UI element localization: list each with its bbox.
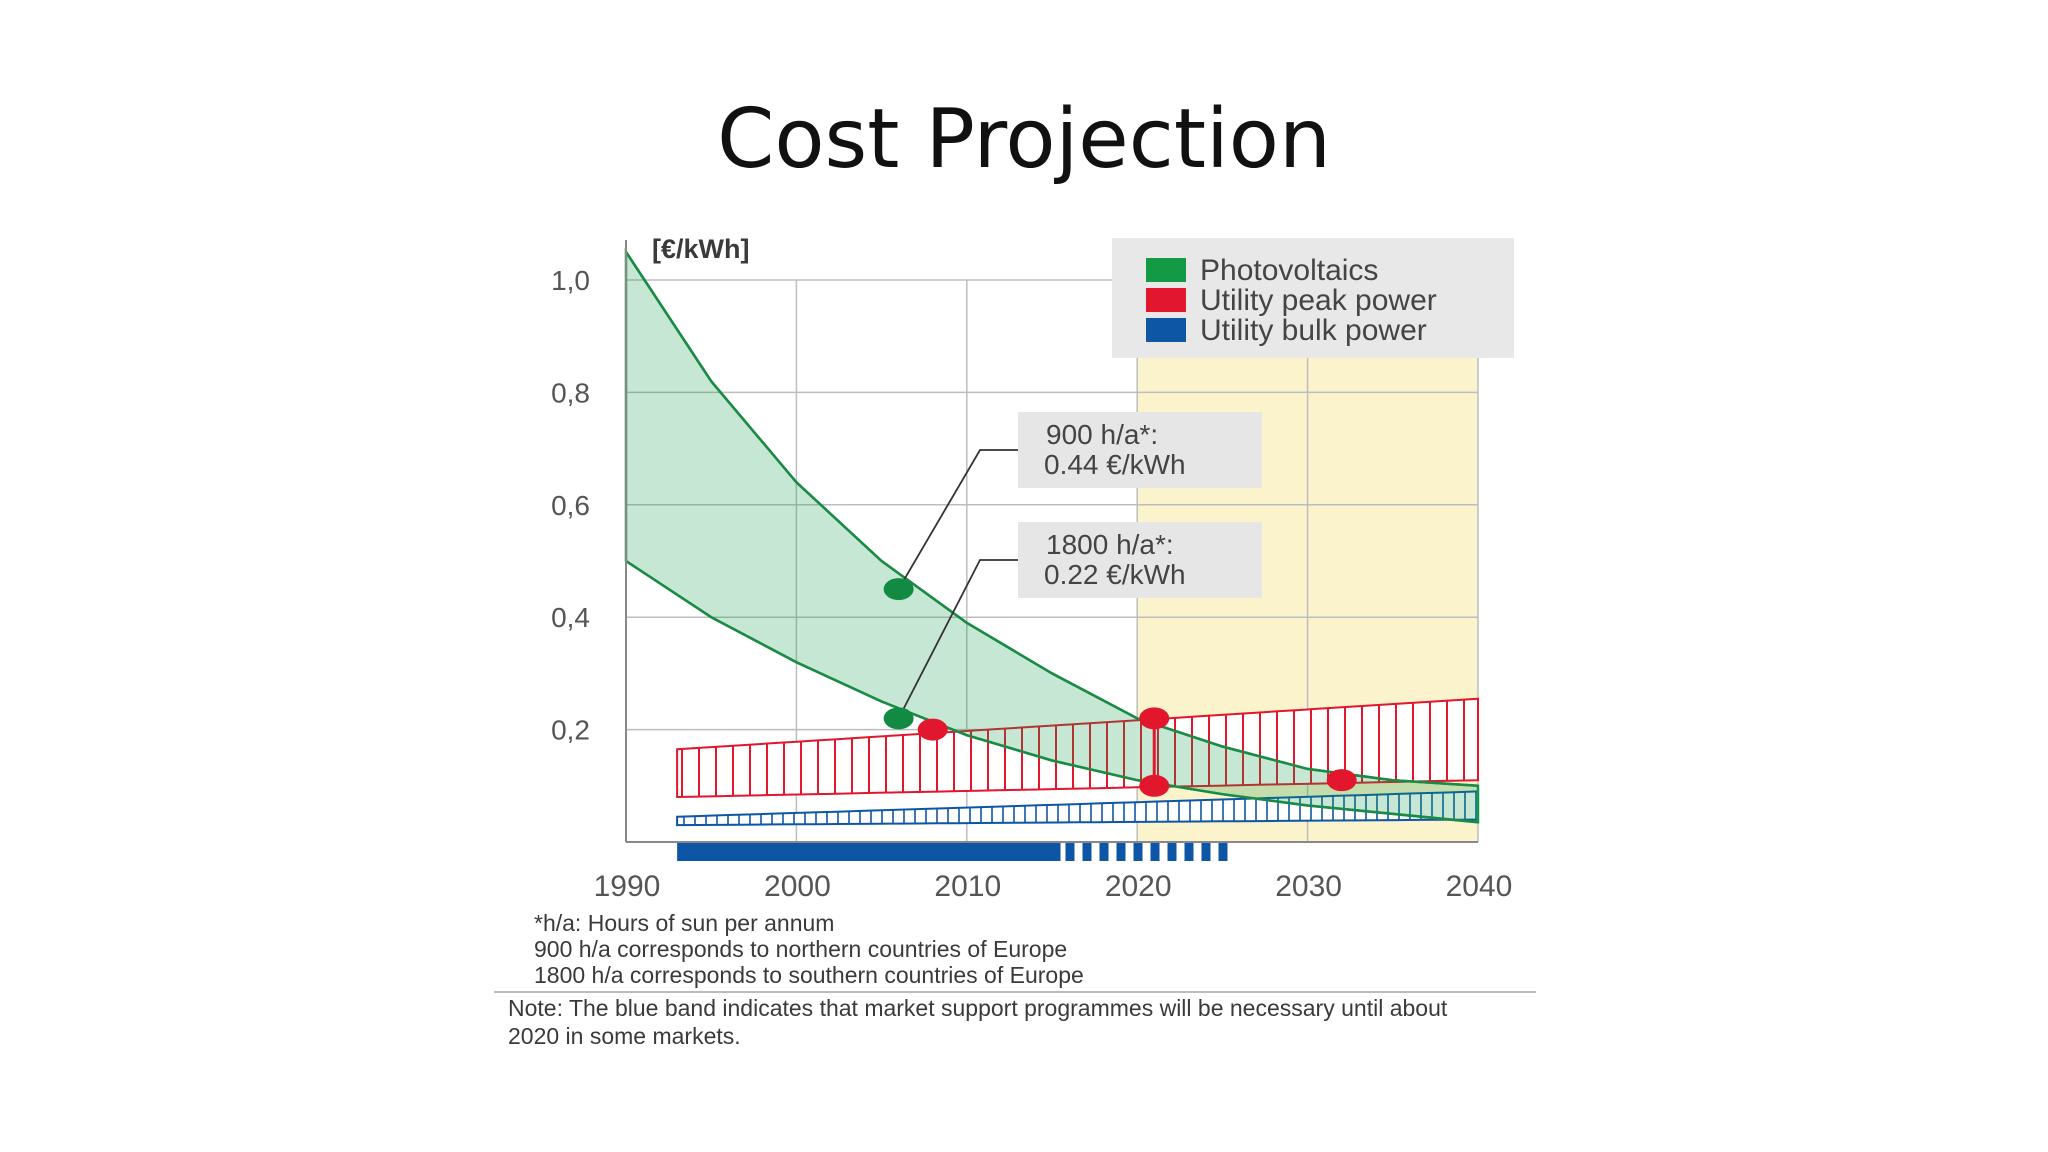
support-band-dash	[1065, 843, 1075, 861]
legend-label: Utility bulk power	[1200, 314, 1427, 347]
support-band-dash	[1150, 843, 1160, 861]
photovoltaics-point	[883, 578, 914, 601]
footnote-line: 900 h/a corresponds to northern countrie…	[534, 936, 1068, 962]
photovoltaics-point	[883, 707, 914, 730]
x-tick-label: 2010	[934, 870, 1001, 903]
callout-leader-line	[897, 449, 1018, 590]
y-tick-label: 1,0	[551, 265, 590, 296]
callout-value: 0.22 €/kWh	[1044, 559, 1186, 590]
y-tick-label: 0,6	[551, 490, 590, 521]
chart-axes: 0,2 0,4 0,6 0,8 1,0 1990 2000 2010 2020 2030 2040 […	[551, 234, 1512, 903]
legend-swatch	[1146, 288, 1186, 312]
y-tick-label: 0,8	[551, 377, 590, 408]
chart-points	[883, 578, 1357, 797]
support-band-dash	[1116, 843, 1126, 861]
x-tick-label: 1990	[594, 870, 661, 903]
y-tick-label: 0,2	[551, 715, 590, 746]
note-text: Note: The blue band indicates that marke…	[508, 995, 1448, 1049]
utility-peak-point	[1326, 769, 1357, 792]
callout-label: 1800 h/a*:	[1046, 529, 1174, 560]
x-tick-label: 2000	[764, 870, 831, 903]
support-band-dash	[1167, 843, 1177, 861]
note-divider	[494, 991, 1536, 993]
support-band	[677, 843, 1228, 861]
legend-swatch	[1146, 258, 1186, 282]
x-tick-label: 2040	[1446, 870, 1513, 903]
support-band-dash	[1099, 843, 1109, 861]
support-band-dash	[1133, 843, 1143, 861]
chart-annotations: 900 h/a*:0.44 €/kWh 1800 h/a*:0.22 €/kWh	[897, 412, 1262, 719]
legend-swatch	[1146, 318, 1186, 342]
callout-leader-line	[897, 559, 1018, 719]
support-band-dash	[1218, 843, 1228, 861]
slide-title: Cost Projection	[717, 92, 1331, 187]
support-band-solid	[677, 843, 1061, 861]
x-tick-label: 2030	[1275, 870, 1342, 903]
callout-value: 0.44 €/kWh	[1044, 449, 1186, 480]
support-band-dash	[1201, 843, 1211, 861]
photovoltaics-lower-line	[625, 559, 1479, 824]
y-tick-label: 0,4	[551, 602, 590, 633]
footnote-line: 1800 h/a corresponds to southern countri…	[534, 962, 1084, 988]
footnotes: *h/a: Hours of sun per annum 900 h/a cor…	[534, 910, 1084, 988]
callout-box	[1018, 412, 1262, 488]
support-band-dash	[1184, 843, 1194, 861]
utility-peak-point	[917, 718, 948, 741]
legend-label: Utility peak power	[1200, 284, 1437, 317]
utility-peak-band	[676, 697, 1479, 799]
legend-label: Photovoltaics	[1200, 254, 1378, 287]
support-band-dash	[1082, 843, 1092, 861]
callout-label: 900 h/a*:	[1046, 419, 1158, 450]
x-tick-label: 2020	[1105, 870, 1172, 903]
footnote-line: *h/a: Hours of sun per annum	[534, 910, 835, 936]
y-axis-label: [€/kWh]	[652, 234, 750, 264]
callout-box	[1018, 522, 1262, 598]
